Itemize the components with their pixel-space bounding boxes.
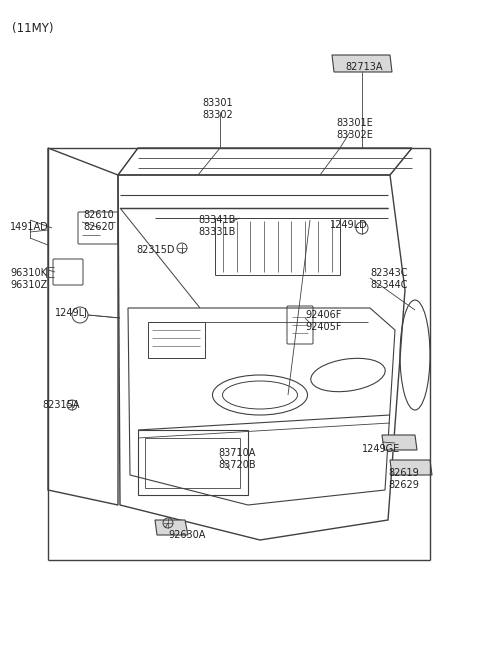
Text: 82343C
82344C: 82343C 82344C	[370, 268, 408, 290]
Text: 82315D: 82315D	[136, 245, 175, 255]
Polygon shape	[382, 435, 417, 450]
Text: 1249LJ: 1249LJ	[55, 308, 88, 318]
Text: 82315A: 82315A	[42, 400, 80, 410]
Text: 1249LD: 1249LD	[330, 220, 368, 230]
Text: (11MY): (11MY)	[12, 22, 53, 35]
Text: 82619
82629: 82619 82629	[388, 468, 419, 489]
Text: 83341B
83331B: 83341B 83331B	[198, 215, 235, 236]
Text: 83301E
83302E: 83301E 83302E	[336, 118, 373, 140]
Polygon shape	[332, 55, 392, 72]
Polygon shape	[390, 460, 432, 475]
Text: 92406F
92405F: 92406F 92405F	[305, 310, 341, 331]
Text: 1491AD: 1491AD	[10, 222, 49, 232]
Text: 83710A
83720B: 83710A 83720B	[218, 448, 256, 470]
Text: 82713A: 82713A	[345, 62, 383, 72]
Polygon shape	[155, 520, 188, 535]
Text: 96310K
96310Z: 96310K 96310Z	[10, 268, 47, 290]
Text: 1249GE: 1249GE	[362, 444, 400, 454]
Text: 83301
83302: 83301 83302	[203, 98, 233, 120]
Text: 92630A: 92630A	[168, 530, 205, 540]
Text: 82610
82620: 82610 82620	[83, 210, 114, 232]
